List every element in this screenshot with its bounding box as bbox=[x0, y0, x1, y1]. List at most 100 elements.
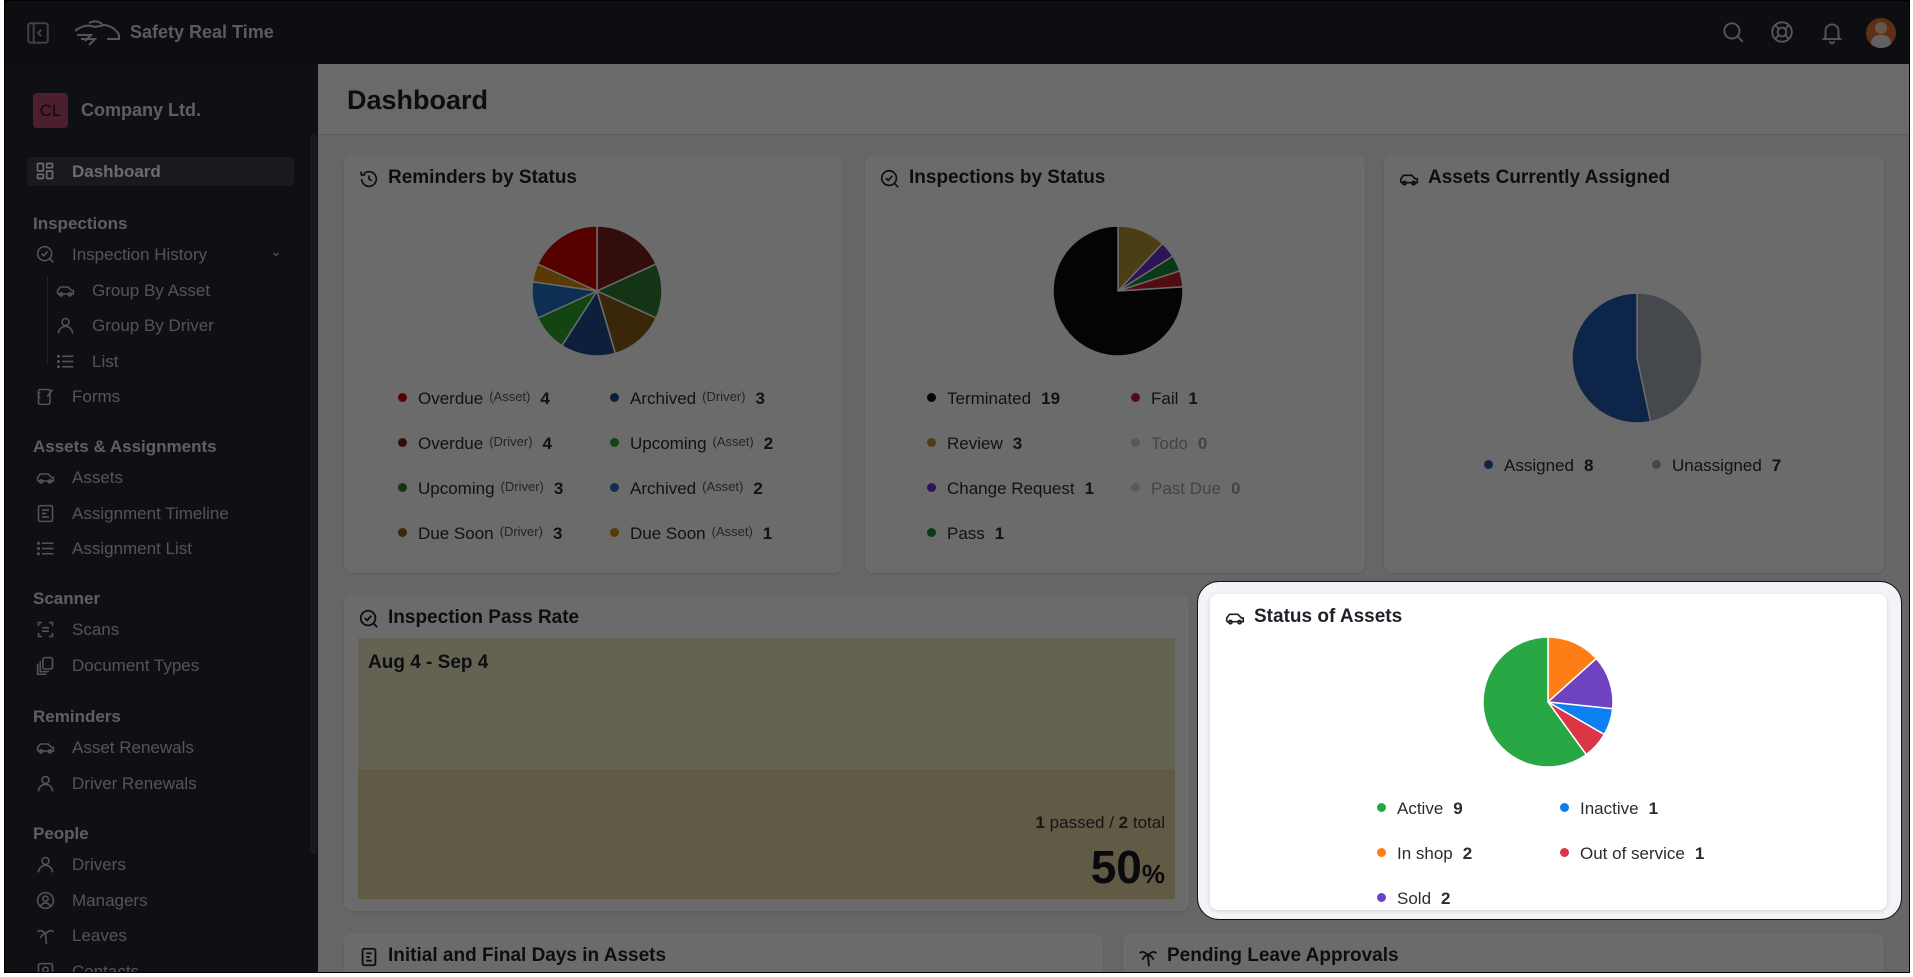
legend-value: 3 bbox=[1012, 434, 1023, 453]
pie-slice-assigned[interactable] bbox=[1571, 292, 1652, 424]
pie-chart bbox=[1052, 225, 1184, 357]
legend-value: 1 bbox=[1648, 799, 1659, 818]
company-name[interactable]: Company Ltd. bbox=[81, 100, 201, 120]
legend-dot bbox=[1131, 393, 1140, 402]
pie-slice-terminated[interactable] bbox=[1052, 225, 1184, 357]
car-icon bbox=[36, 473, 55, 484]
legend-item[interactable]: Overdue (Driver) 4 bbox=[398, 434, 552, 456]
bell-icon[interactable] bbox=[1819, 19, 1845, 45]
contact-icon bbox=[37, 962, 54, 972]
inspection-check-icon bbox=[359, 609, 378, 628]
avatar[interactable] bbox=[1866, 18, 1896, 48]
legend-dot bbox=[1377, 848, 1386, 857]
legend-qualifier: (Driver) bbox=[702, 389, 746, 404]
pie-slice-due-soon-driver-[interactable] bbox=[595, 289, 658, 355]
assets-currently-assigned-card: Assets Currently Assigned Assigned 8 Unassi… bbox=[1384, 155, 1884, 573]
legend-item[interactable]: Terminated 19 bbox=[927, 389, 1060, 411]
sidebar-item-assignment-timeline[interactable]: Assignment Timeline bbox=[27, 499, 294, 528]
sidebar-item-group-by-asset[interactable]: Group By Asset bbox=[27, 276, 294, 305]
sidebar-item-forms[interactable]: Forms bbox=[27, 382, 294, 411]
legend-label: Upcoming bbox=[418, 479, 495, 498]
legend-item[interactable]: Review 3 bbox=[927, 434, 1022, 456]
sidebar-item-group-by-driver[interactable]: Group By Driver bbox=[27, 311, 294, 340]
page-header: Dashboard bbox=[318, 64, 1909, 135]
legend-label: Out of service bbox=[1580, 844, 1685, 863]
legend-qualifier: (Asset) bbox=[702, 479, 744, 494]
legend-item[interactable]: Assigned 8 bbox=[1484, 456, 1593, 478]
legend-dot bbox=[927, 393, 936, 402]
legend-item[interactable]: Change Request 1 bbox=[927, 479, 1094, 501]
user-icon bbox=[37, 775, 54, 791]
sidebar-item-drivers[interactable]: Drivers bbox=[27, 850, 294, 879]
sidebar-collapse-icon[interactable] bbox=[25, 20, 51, 46]
pie-slice-upcoming-driver-[interactable] bbox=[595, 263, 663, 319]
search-icon[interactable] bbox=[1720, 19, 1746, 45]
pie-slice-active[interactable] bbox=[1482, 636, 1588, 768]
status-of-assets-card: Status of Assets Active 9 In shop 2 Sold 2 Inac… bbox=[1210, 594, 1887, 910]
pie-slice-in-shop[interactable] bbox=[1547, 636, 1598, 704]
sidebar-item-label: Document Types bbox=[72, 655, 200, 675]
legend-item[interactable]: Overdue (Asset) 4 bbox=[398, 389, 550, 411]
sidebar-item-driver-renewals[interactable]: Driver Renewals bbox=[27, 769, 294, 798]
palm-tree-icon bbox=[36, 929, 55, 945]
sidebar-section-heading: Scanner bbox=[33, 589, 101, 608]
legend-label: Overdue bbox=[418, 434, 484, 453]
sidebar-item-document-types[interactable]: Document Types bbox=[27, 651, 294, 680]
legend-item[interactable]: Past Due 0 bbox=[1131, 479, 1240, 501]
sidebar-item-label: Group By Asset bbox=[92, 280, 211, 300]
sidebar-item-label: Group By Driver bbox=[92, 316, 214, 335]
legend-item[interactable]: Pass 1 bbox=[927, 524, 1004, 546]
sidebar-item-asset-renewals[interactable]: Asset Renewals bbox=[27, 733, 294, 762]
legend-item[interactable]: Archived (Asset) 2 bbox=[610, 479, 763, 501]
legend-value: 19 bbox=[1041, 389, 1061, 408]
sidebar-item-inspection-history[interactable]: Inspection History ⌄ bbox=[27, 240, 294, 269]
sidebar-item-managers[interactable]: Managers bbox=[27, 886, 294, 915]
legend-value: 2 bbox=[763, 434, 774, 453]
percent-sign: % bbox=[1141, 859, 1165, 889]
help-lifebuoy-icon[interactable] bbox=[1769, 19, 1795, 45]
legend-item[interactable]: Active 9 bbox=[1377, 799, 1463, 821]
sidebar-item-label: Assets bbox=[72, 468, 124, 487]
sidebar-item-assets[interactable]: Assets bbox=[27, 463, 294, 492]
sidebar-item-assignment-list[interactable]: Assignment List bbox=[27, 534, 294, 563]
pie-slice-sold[interactable] bbox=[1546, 657, 1614, 710]
chevron-down-icon[interactable]: ⌄ bbox=[270, 243, 282, 259]
reminders-by-status-card: Reminders by Status Overdue (Asset) 4 Overdu… bbox=[344, 155, 843, 573]
legend-item[interactable]: In shop 2 bbox=[1377, 844, 1472, 866]
legend-item[interactable]: Due Soon (Asset) 1 bbox=[610, 524, 772, 546]
pie-chart bbox=[1571, 292, 1703, 424]
sidebar-item-list[interactable]: List bbox=[27, 347, 294, 376]
legend-label: Due Soon bbox=[630, 524, 706, 543]
legend-item[interactable]: Fail 1 bbox=[1131, 389, 1198, 411]
legend-label: Fail bbox=[1151, 389, 1179, 408]
legend-item[interactable]: Upcoming (Driver) 3 bbox=[398, 479, 563, 501]
company-badge[interactable]: CL bbox=[33, 93, 68, 128]
pie-slice-overdue-asset-[interactable] bbox=[536, 225, 598, 293]
legend-item[interactable]: Inactive 1 bbox=[1560, 799, 1658, 821]
sidebar-tree-line bbox=[47, 275, 48, 363]
legend-item[interactable]: Upcoming (Asset) 2 bbox=[610, 434, 773, 456]
sidebar-scrollbar[interactable] bbox=[310, 134, 317, 854]
inspection-check-icon bbox=[36, 245, 54, 263]
legend-item[interactable]: Due Soon (Driver) 3 bbox=[398, 524, 562, 546]
legend-item[interactable]: Sold 2 bbox=[1377, 889, 1451, 911]
sidebar-item-contacts[interactable]: Contacts bbox=[27, 957, 294, 972]
pie-slice-archived-driver-[interactable] bbox=[560, 289, 617, 357]
pass-rate-panel[interactable]: Aug 4 - Sep 4 1 passed / 2 total 50% bbox=[358, 638, 1175, 899]
legend-item[interactable]: Out of service 1 bbox=[1560, 844, 1704, 866]
pie-slice-unassigned[interactable] bbox=[1636, 292, 1703, 423]
dimmed-background: Safety Real Time CL Company Ltd. Dashboa… bbox=[5, 1, 1909, 972]
legend-value: 1 bbox=[1694, 844, 1705, 863]
legend-item[interactable]: Archived (Driver) 3 bbox=[610, 389, 765, 411]
card-title: Initial and Final Days in Assets bbox=[388, 945, 667, 966]
legend-dot bbox=[610, 393, 619, 402]
legend-item[interactable]: Todo 0 bbox=[1131, 434, 1207, 456]
legend-item[interactable]: Unassigned 7 bbox=[1652, 456, 1781, 478]
sidebar-item-leaves[interactable]: Leaves bbox=[27, 921, 294, 950]
sidebar-item-dashboard[interactable]: Dashboard bbox=[27, 157, 294, 186]
sidebar-item-scans[interactable]: Scans bbox=[27, 615, 294, 644]
pie-slice-overdue-driver-[interactable] bbox=[596, 225, 658, 293]
legend-dot bbox=[1484, 460, 1493, 469]
sidebar-section-heading: People bbox=[33, 824, 89, 843]
legend-value: 3 bbox=[553, 479, 564, 498]
